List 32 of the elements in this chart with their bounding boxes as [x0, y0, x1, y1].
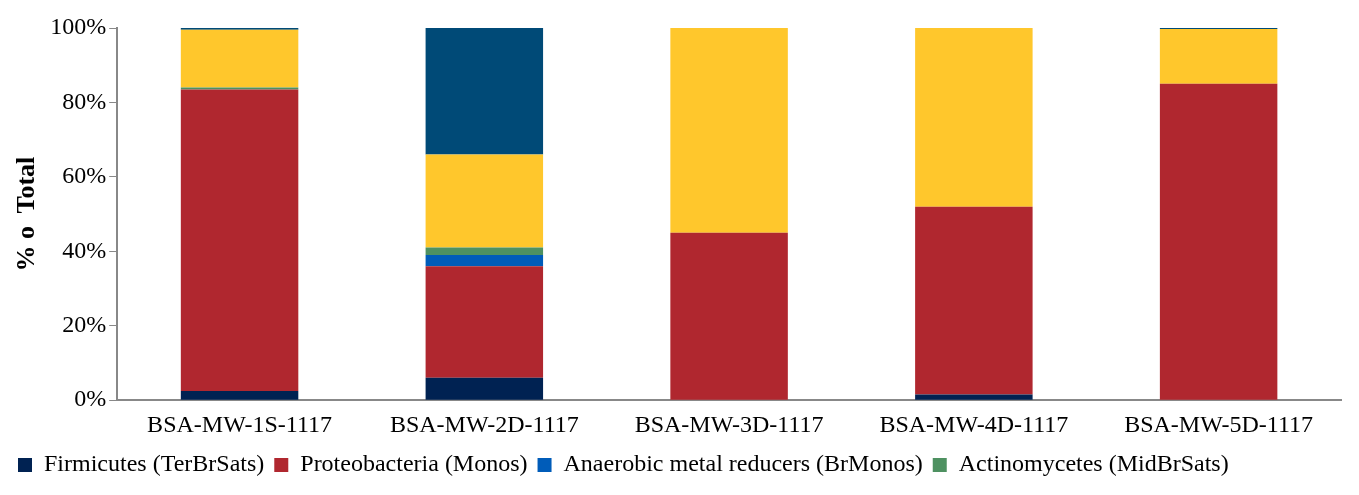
x-tick-label: BSA-MW-1S-1117	[147, 410, 333, 437]
bar	[670, 232, 788, 400]
bar	[425, 28, 544, 155]
legend-label: Firmicutes (TerBrSats)	[44, 450, 265, 477]
bar	[915, 206, 1033, 395]
bar	[425, 154, 544, 248]
bar	[425, 247, 544, 256]
x-tick-label: BSA-MW-3D-1117	[634, 410, 824, 437]
bar	[425, 255, 544, 267]
legend-label: Anaerobic metal reducers (BrMonos)	[563, 450, 923, 477]
bar	[915, 394, 1033, 400]
bar	[425, 377, 544, 400]
legend-label: Proteobacteria (Monos)	[300, 450, 528, 477]
x-tick-label: BSA-MW-2D-1117	[389, 410, 579, 437]
y-tick-label: 0%	[74, 385, 107, 412]
y-tick-label: 20%	[62, 311, 107, 338]
bar	[180, 29, 299, 88]
y-tick-label: 100%	[50, 13, 107, 40]
y-axis-title: % o Total	[11, 156, 41, 272]
bar	[180, 89, 299, 391]
bar	[180, 390, 299, 400]
y-tick-label: 80%	[62, 87, 107, 114]
bar	[915, 28, 1033, 207]
bar	[1159, 29, 1278, 84]
y-tick-label: 60%	[62, 162, 107, 189]
bar	[425, 266, 544, 378]
legend-label: Actinomycetes (MidBrSats)	[958, 450, 1229, 477]
bar	[1159, 83, 1278, 400]
x-tick-label: BSA-MW-5D-1117	[1124, 410, 1314, 437]
y-tick-label: 40%	[62, 236, 107, 263]
x-tick-label: BSA-MW-4D-1117	[879, 410, 1069, 437]
bar	[670, 28, 788, 233]
